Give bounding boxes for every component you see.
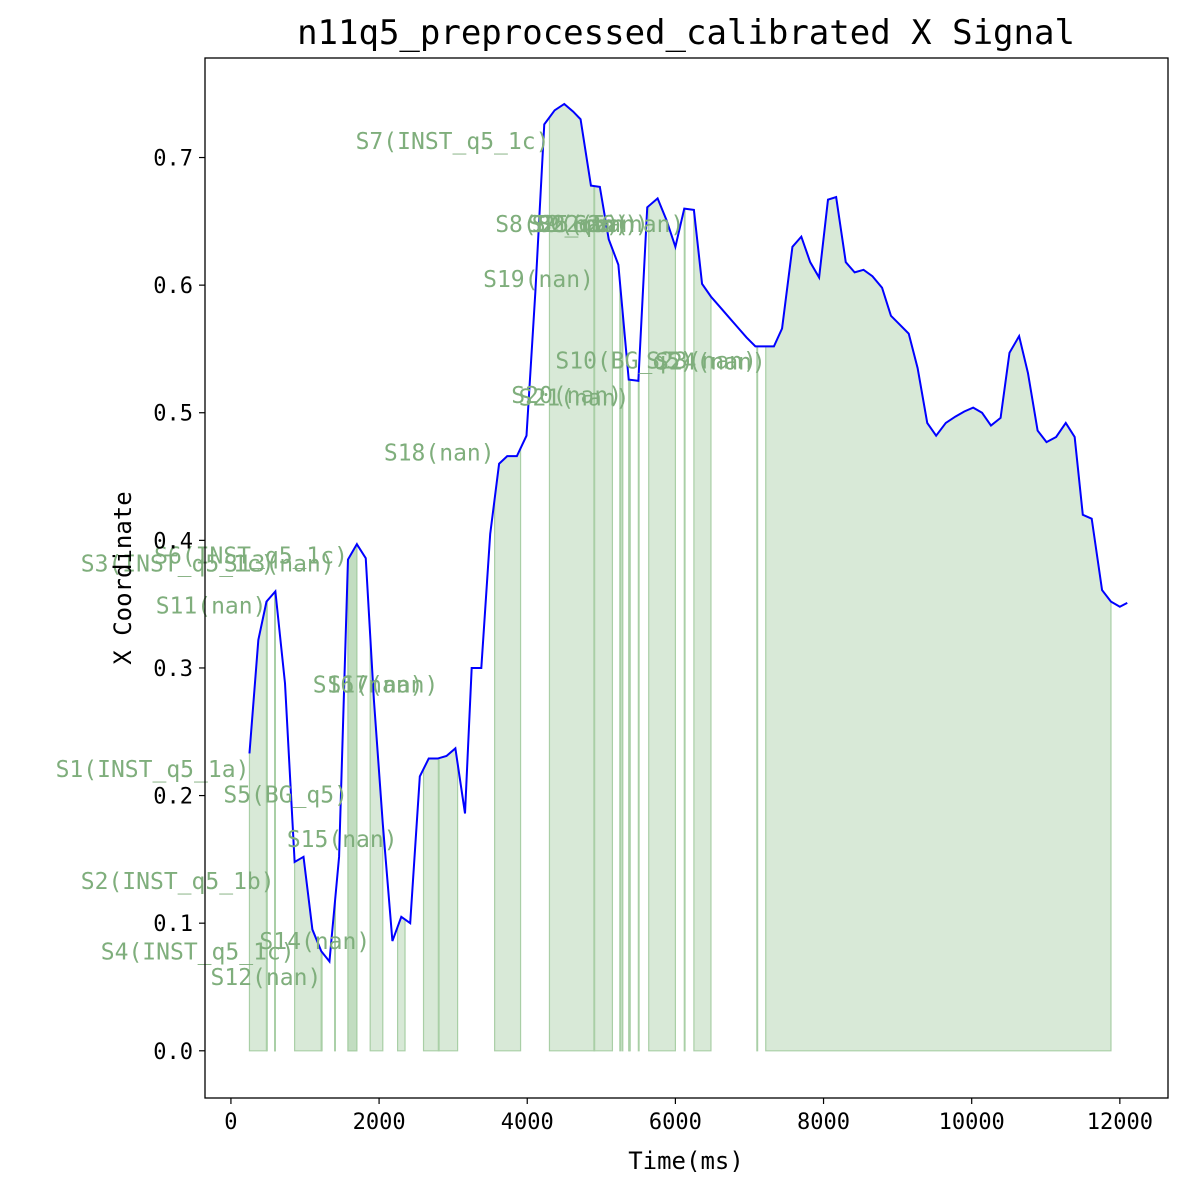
segment-fill-10 [693,209,712,1052]
segment-label-3: S3(INST_q5_1c) [81,551,275,577]
x-tick-label: 12000 [1087,1110,1153,1135]
segment-fill-24 [765,196,1112,1052]
segment-label-1: S1(INST_q5_1a) [56,757,250,783]
segment-fill-12 [320,949,323,1052]
segment-label-14: S14(nan) [259,929,370,955]
segment-fill-21 [628,378,631,1052]
x-tick-label: 8000 [797,1110,850,1135]
x-axis-ticks: 0 2000 4000 6000 8000 10000 12000 [224,1098,1153,1135]
x-tick-label: 0 [224,1110,237,1135]
segment-label-20: S20(nan) [511,383,622,409]
segment-fill-17 [437,757,440,1052]
y-tick-label: 0.6 [153,274,193,299]
segment-label-25: S25(nan) [528,212,639,238]
segment-fill-23 [756,345,759,1052]
segment-labels: S1(INST_q5_1a) S2(INST_q5_1b) S3(INST_q5_1… [56,129,766,991]
segment-label-26: S26(nan) [573,212,684,238]
segment-fill-19 [593,185,596,1052]
signal-line [248,102,1128,965]
x-tick-label: 2000 [353,1110,406,1135]
segment-fill-6 [347,541,358,1052]
chart-title: n11q5_preprocessed_calibrated X Signal [297,13,1075,53]
segment-fill-13 [334,897,336,1052]
segment-fill-15 [397,915,406,1052]
segment-fill-7 [548,103,614,1052]
y-tick-label: 0.1 [153,912,193,937]
y-tick-label: 0.4 [153,529,193,554]
segment-label-7: S7(INST_q5_1c) [356,129,550,155]
segment-label-15: S15(nan) [287,827,398,853]
segment-label-16: S16(nan) [313,673,424,699]
line-layer [248,102,1128,965]
segment-label-12: S12(nan) [211,965,322,991]
segment-label-2: S2(INST_q5_1b) [81,869,275,895]
x-tick-label: 6000 [649,1110,702,1135]
segment-label-23: S23(nan) [646,348,757,374]
segment-label-11: S11(nan) [156,593,267,619]
x-tick-label: 4000 [501,1110,554,1135]
y-tick-label: 0.5 [153,402,193,427]
y-tick-label: 0.0 [153,1040,193,1065]
segment-label-24: S24(nan) [655,350,766,376]
segment-label-4: S4(INST_q5_1c) [101,939,295,965]
segment-fill-22 [648,197,676,1052]
segment-label-5: S5(BG_q5) [223,782,348,808]
y-axis-label: X Coordinate [109,491,137,664]
segment-fill-18 [494,448,522,1052]
segment-label-19: S19(nan) [483,267,594,293]
y-tick-label: 0.3 [153,657,193,682]
segment-label-22: S22(nan) [538,212,649,238]
segment-fill-16 [422,747,459,1052]
x-tick-label: 10000 [939,1110,1005,1135]
segment-fill-25 [637,366,640,1052]
plot-frame [204,57,1169,1099]
segment-label-18: S18(nan) [384,440,495,466]
x-axis-label: Time(ms) [628,1147,744,1175]
segment-label-8: S8(BG_q5) [495,212,620,238]
segment-label-6: S6(INST_q5_1c) [154,544,348,570]
segment-fill-20 [621,305,624,1052]
y-tick-label: 0.7 [153,147,193,172]
segment-label-9: S9(nan) [532,212,629,238]
segment-fill-26 [683,207,686,1052]
segment-label-21: S21(nan) [519,385,630,411]
y-axis-ticks: 0.0 0.1 0.2 0.3 0.4 0.5 0.6 0.7 [153,147,205,1065]
segment-label-17: S17(nan) [328,673,439,699]
segment-label-13: S13(nan) [224,551,335,577]
segment-fills [248,103,1112,1052]
segment-label-10: S10(BG_q5) [555,348,693,374]
y-tick-label: 0.2 [153,785,193,810]
